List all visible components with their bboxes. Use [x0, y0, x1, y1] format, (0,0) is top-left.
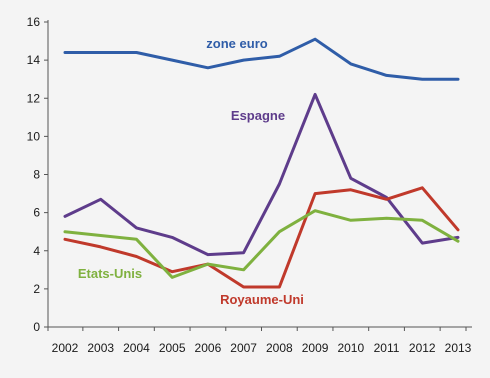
series-layer [63, 37, 460, 289]
x-tick-label: 2010 [337, 341, 364, 355]
axes-layer: 0 2 4 6 8 10 12 14 16 2002 2003 2004 2005 2006 2007 200… [27, 15, 472, 355]
series-line-etats-unis [63, 209, 460, 279]
x-tick-label: 2004 [123, 341, 150, 355]
series-line-royaume-uni [63, 186, 460, 289]
y-tick-label: 6 [33, 206, 40, 220]
x-tick-label: 2005 [159, 341, 186, 355]
x-tick-label: 2003 [87, 341, 114, 355]
x-tick-label: 2006 [195, 341, 222, 355]
series-line-zone-euro [63, 37, 460, 81]
y-tick-label: 8 [33, 168, 40, 182]
x-tick-label: 2008 [266, 341, 293, 355]
x-tick-label: 2011 [374, 341, 400, 355]
y-tick-label: 10 [27, 129, 41, 143]
x-tick-label: 2009 [302, 341, 329, 355]
series-label-espagne: Espagne [231, 108, 285, 123]
y-tick-label: 12 [27, 91, 41, 105]
x-tick-label: 2012 [409, 341, 436, 355]
y-tick-label: 0 [33, 320, 40, 334]
y-tick-label: 4 [33, 244, 40, 258]
x-tick-label: 2013 [445, 341, 472, 355]
x-tick-label: 2002 [52, 341, 79, 355]
series-label-zone-euro: zone euro [206, 36, 267, 51]
y-tick-label: 2 [33, 282, 40, 296]
series-label-etats-unis: Etats-Unis [78, 266, 142, 281]
y-tick-label: 16 [27, 15, 41, 29]
series-label-royaume-uni: Royaume-Uni [220, 292, 304, 307]
series-line-espagne [63, 92, 460, 257]
label-layer: zone euro Espagne Royaume-Uni Etats-Unis [78, 36, 304, 307]
y-tick-label: 14 [27, 53, 41, 67]
x-tick-label: 2007 [230, 341, 257, 355]
